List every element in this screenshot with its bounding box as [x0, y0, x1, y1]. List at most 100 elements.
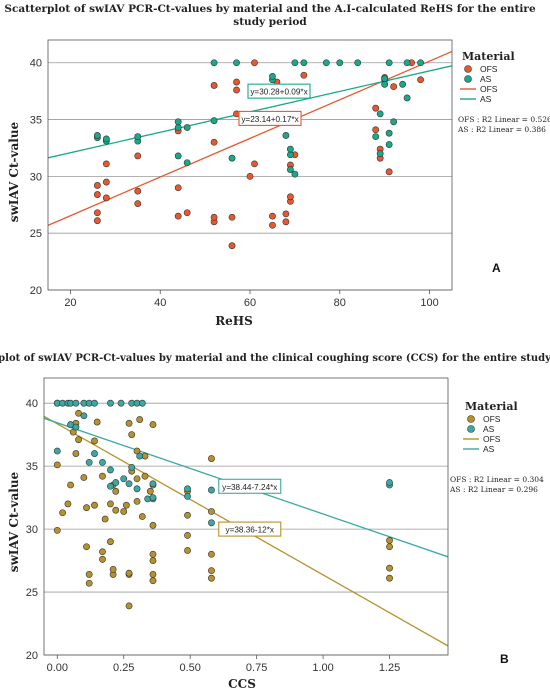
point-as — [117, 399, 125, 407]
point-ofs — [102, 194, 110, 202]
point-as — [112, 479, 120, 486]
point-ofs — [149, 421, 157, 428]
point-ofs — [125, 602, 133, 610]
point-ofs — [149, 577, 157, 585]
point-ofs — [149, 557, 157, 564]
point-ofs — [183, 209, 191, 217]
point-ofs — [146, 487, 154, 495]
point-as — [85, 458, 93, 466]
legend-marker-as — [464, 75, 472, 83]
fit-equation-as: y=30.28+0.09*x — [250, 88, 307, 97]
point-ofs — [233, 86, 240, 94]
point-as — [125, 480, 133, 488]
plot-area-frame — [43, 377, 449, 656]
x-tick-label: 80 — [334, 297, 346, 309]
point-ofs — [59, 509, 67, 517]
y-axis-label: swIAV Ct-value — [7, 121, 21, 222]
y-tick-label: 35 — [26, 461, 38, 473]
point-as — [107, 466, 114, 474]
point-ofs — [372, 104, 380, 112]
point-as — [386, 479, 393, 486]
point-ofs — [83, 543, 90, 551]
y-tick-label: 20 — [26, 650, 38, 662]
point-ofs — [134, 187, 142, 195]
r2-label: AS : R2 Linear = 0.386 — [457, 125, 546, 134]
point-as — [300, 59, 308, 67]
point-ofs — [122, 501, 130, 509]
point-ofs — [93, 191, 101, 198]
data-points — [53, 399, 393, 610]
point-as — [385, 59, 393, 67]
point-ofs — [141, 472, 149, 480]
point-ofs — [99, 555, 106, 563]
point-as — [184, 485, 191, 493]
point-ofs — [99, 548, 106, 556]
point-as — [136, 452, 144, 460]
chart-title-line-1: Scatterplot of swIAV PCR-Ct-values by ma… — [0, 353, 550, 364]
point-as — [210, 59, 218, 67]
panel-letter: B — [500, 652, 509, 666]
point-ofs — [208, 455, 215, 462]
point-ofs — [208, 574, 215, 582]
point-ofs — [93, 418, 101, 426]
y-tick-label: 20 — [30, 285, 42, 297]
point-as — [390, 118, 398, 126]
point-ofs — [134, 200, 142, 208]
legend-title: Material — [462, 50, 515, 63]
y-tick-label: 25 — [26, 587, 38, 599]
point-ofs — [386, 537, 393, 544]
legend-title: Material — [465, 400, 518, 413]
point-as — [354, 59, 362, 67]
point-ofs — [228, 242, 236, 250]
fit-equation-labels: y=23.14+0.17*x y=30.28+0.09*x — [238, 83, 311, 126]
point-ofs — [93, 209, 101, 217]
point-ofs — [269, 221, 276, 229]
panel-letter: A — [492, 261, 501, 275]
legend-entry-label: AS — [480, 74, 492, 84]
point-ofs — [282, 210, 290, 218]
point-ofs — [102, 178, 110, 186]
x-tick-label: 60 — [244, 297, 256, 309]
point-as — [385, 141, 393, 148]
point-ofs — [91, 501, 98, 509]
point-as — [149, 494, 157, 502]
point-ofs — [93, 217, 101, 225]
x-tick-label: 1.00 — [312, 662, 333, 674]
fit-equation-box — [218, 521, 282, 537]
point-ofs — [385, 168, 393, 176]
point-as — [286, 166, 294, 173]
point-ofs — [417, 76, 424, 84]
point-ofs — [133, 475, 141, 483]
point-as — [134, 133, 142, 140]
point-ofs — [72, 450, 80, 457]
point-ofs — [300, 71, 308, 79]
point-as — [286, 151, 294, 159]
point-as — [269, 72, 276, 80]
point-ofs — [210, 82, 218, 89]
point-as — [174, 118, 182, 126]
point-ofs — [251, 59, 258, 67]
legend-entry-label: AS — [483, 444, 495, 454]
point-ofs — [386, 543, 393, 551]
x-tick-label: 0.50 — [179, 662, 200, 674]
r2-label: AS : R2 Linear = 0.296 — [449, 485, 538, 494]
point-ofs — [75, 436, 82, 444]
point-as — [399, 80, 407, 88]
point-ofs — [85, 571, 93, 578]
point-ofs — [184, 531, 191, 539]
point-ofs — [125, 569, 133, 577]
point-ofs — [174, 184, 182, 192]
point-ofs — [149, 550, 157, 558]
point-as — [417, 59, 424, 67]
point-as — [291, 59, 299, 67]
point-ofs — [228, 213, 236, 221]
point-ofs — [136, 416, 144, 423]
x-axis-ticks: 0.00 0.25 0.50 0.75 1.00 1.25 — [47, 655, 400, 674]
point-ofs — [149, 571, 157, 578]
y-tick-label: 25 — [30, 228, 42, 240]
point-ofs — [102, 160, 110, 168]
point-as — [138, 399, 146, 407]
point-as — [376, 150, 384, 158]
